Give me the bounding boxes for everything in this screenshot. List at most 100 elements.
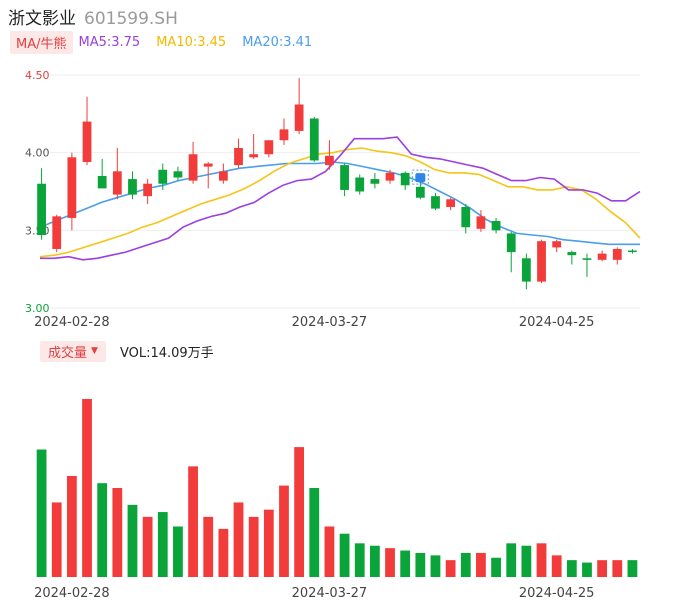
candle: [112, 148, 122, 200]
candle: [309, 116, 319, 162]
candle: [582, 253, 592, 277]
candlestick-chart[interactable]: 4.504.003.503.002024-02-282024-03-272024…: [0, 0, 686, 330]
candle: [279, 118, 289, 145]
candle: [491, 217, 501, 234]
candle-body: [355, 177, 365, 192]
volume-bar: [551, 555, 562, 577]
stock-code: 601599.SH: [84, 9, 178, 29]
volume-bar: [566, 560, 577, 577]
candle-body: [552, 241, 562, 248]
volume-bar: [112, 488, 123, 577]
candle: [415, 182, 425, 200]
caret-down-icon: ▼: [91, 346, 98, 356]
x-tick-label: 2024-03-27: [292, 315, 368, 330]
candle-body: [461, 207, 471, 228]
volume-bar: [369, 545, 380, 577]
candle-body: [506, 233, 516, 253]
candle-body: [37, 183, 46, 235]
volume-bar: [430, 555, 441, 577]
volume-chart[interactable]: 2024-02-28 2024-03-27 2024-04-25: [0, 360, 686, 606]
candle-body: [597, 253, 607, 260]
candle: [37, 168, 46, 240]
candle-body: [340, 165, 349, 190]
candle: [294, 78, 304, 135]
candle: [355, 174, 365, 195]
candle-body: [264, 140, 274, 155]
volume-bar: [279, 485, 289, 577]
volume-bar: [127, 504, 138, 577]
candle: [67, 152, 77, 231]
volume-bar: [233, 502, 244, 577]
candle-body: [279, 129, 289, 141]
volume-bar: [263, 509, 274, 577]
candle-body: [325, 155, 334, 166]
candle: [128, 171, 137, 200]
candle-body: [173, 171, 183, 178]
candle: [552, 239, 562, 253]
candle-body: [476, 216, 486, 229]
x-tick-label: 2024-02-28: [34, 586, 110, 601]
candle-body: [400, 172, 410, 186]
candle: [400, 171, 410, 190]
volume-bar: [506, 543, 517, 577]
candle: [325, 140, 334, 170]
ma-mode-selector[interactable]: MA/牛熊: [10, 30, 73, 54]
candle: [218, 163, 228, 184]
volume-bar: [491, 557, 501, 577]
candle: [476, 210, 486, 232]
candle-body: [431, 196, 440, 209]
candle-body: [158, 169, 168, 184]
volume-bar: [66, 475, 77, 577]
candle: [506, 231, 516, 273]
candle-body: [97, 175, 107, 189]
volume-bar: [188, 466, 198, 577]
volume-bar: [324, 526, 335, 577]
candle-body: [128, 179, 137, 195]
volume-bar: [445, 560, 456, 577]
volume-bar: [354, 543, 365, 577]
candle-body: [82, 121, 92, 162]
volume-bar: [597, 560, 608, 577]
volume-value: VOL:14.09万手: [119, 345, 214, 361]
candle-body: [188, 154, 198, 181]
volume-bar: [36, 449, 47, 577]
candle: [234, 138, 243, 169]
volume-bar: [218, 528, 229, 577]
candle: [370, 172, 380, 189]
ma-legend: MA/牛熊 MA5:3.75 MA10:3.45 MA20:3.41: [10, 30, 328, 54]
candle-body: [567, 252, 577, 256]
candle: [567, 250, 577, 265]
ma10-line: [39, 147, 641, 258]
candle: [143, 179, 153, 204]
candle-body: [52, 216, 62, 249]
candle-body: [309, 118, 319, 161]
volume-bar: [203, 516, 214, 577]
x-tick-label: 2024-04-25: [519, 315, 595, 330]
volume-bar: [612, 560, 623, 577]
event-marker-badge: [415, 173, 426, 183]
candle: [203, 161, 213, 189]
y-tick-label: 4.00: [25, 147, 50, 160]
volume-bar: [309, 488, 320, 577]
candle: [249, 134, 259, 159]
volume-bar: [460, 552, 471, 577]
candle-body: [385, 172, 395, 181]
volume-bar: [294, 447, 305, 577]
volume-bar: [157, 512, 168, 577]
candle: [82, 96, 92, 166]
volume-bar: [521, 545, 532, 577]
x-tick-label: 2024-02-28: [34, 315, 110, 330]
volume-bar: [536, 543, 547, 577]
volume-mode-selector[interactable]: 成交量 ▼: [40, 340, 106, 362]
candle: [612, 247, 622, 265]
candle-body: [446, 199, 456, 208]
candle: [188, 141, 198, 184]
candle: [597, 250, 607, 262]
ma10-legend: MA10:3.45: [156, 34, 227, 50]
volume-bar: [51, 502, 62, 577]
candle: [264, 140, 274, 158]
candle: [431, 193, 440, 211]
candle-body: [491, 221, 501, 231]
candle: [521, 253, 531, 290]
candle: [385, 169, 395, 184]
